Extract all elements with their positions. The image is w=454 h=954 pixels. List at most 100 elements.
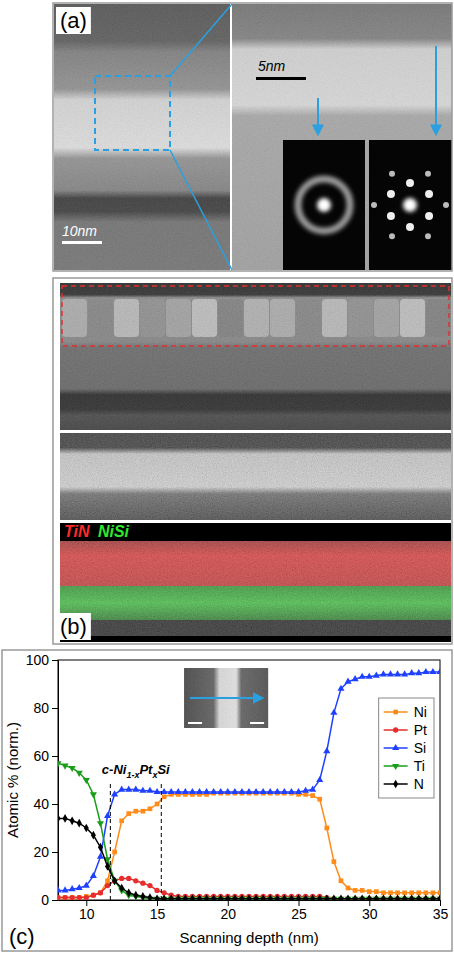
scale-bar [62,241,102,244]
panel-frame [53,278,452,644]
series-marker [91,893,96,898]
zoom-connector [170,4,232,76]
series-marker [147,893,152,900]
series-marker [58,895,60,900]
series-marker [323,747,330,753]
series-marker [105,862,110,871]
series-marker [246,894,251,900]
series-marker [225,894,230,900]
arrow [317,98,319,134]
series-marker [394,670,401,676]
series-marker [360,888,365,893]
y-tick-mark [52,708,58,709]
series-marker [126,811,131,816]
series-marker [183,894,188,900]
inset-arrow [190,697,262,699]
x-tick-label: 25 [291,906,307,922]
series-marker [125,785,132,791]
panel-label: (c) [9,924,35,949]
panel-c: 101520253035020406080100Scanning depth (… [2,650,452,951]
diffraction-spot [387,190,395,198]
series-marker [402,894,407,900]
y-tick: 20 [33,844,58,860]
y-axis: 020406080100 [26,652,59,908]
series-marker [253,788,260,794]
series-marker [58,895,61,900]
series-marker [423,894,428,900]
series-marker [316,776,323,782]
reference-line [110,782,111,900]
series-marker [76,771,83,777]
series-marker [196,788,203,794]
series-marker [352,675,359,681]
panel-label-bg [56,613,91,640]
series-marker [367,889,372,894]
scale-bar [256,77,306,80]
rgb-map-grain [60,541,451,636]
series-marker [126,876,131,881]
x-tick: 25 [291,900,307,922]
panel-label-box: (b) [56,613,91,640]
series-line [58,672,440,890]
legend-label: Pt [414,722,427,738]
series-marker [70,895,75,900]
plot-frame [58,660,440,900]
series-marker [189,788,196,794]
series-marker [58,814,61,823]
series-marker [141,809,146,814]
series-marker [346,886,351,891]
series-marker [324,894,329,900]
series-marker [133,891,138,900]
legend-label: Si [414,740,426,756]
series-marker [133,809,138,814]
y-tick: 80 [33,700,58,716]
legend-label: N [414,776,424,792]
legend-marker [392,764,399,770]
series-marker [289,894,294,900]
series-line [58,818,440,898]
series-marker [105,883,110,888]
zoom-connector [170,150,232,270]
rgb-map [60,523,451,642]
annotation-part: Pt [139,762,153,777]
series-marker [232,894,237,900]
diffraction-spot [317,198,331,212]
series-marker [162,894,167,900]
annotation-part: Si [157,762,170,777]
series-marker [140,881,145,886]
series-marker [224,788,231,794]
inset-scale-bar [250,722,264,724]
series-marker [260,788,267,794]
series-marker [374,889,379,894]
legend-label: Ti [414,758,425,774]
x-axis: 101520253035 [59,900,449,922]
series-marker [84,895,89,900]
roi-box [62,286,449,346]
series-marker [422,668,429,674]
series-marker [408,669,415,675]
series-marker [332,859,337,864]
reference-line [161,782,162,900]
diffraction-inset [369,140,452,270]
panel-frame [2,650,452,951]
legend-marker [392,744,399,750]
series-marker [288,788,295,794]
diffraction-spot [389,171,395,177]
series-marker [367,894,372,900]
diffraction-spot [406,179,414,187]
series-marker [324,826,329,831]
series-marker [63,814,68,823]
series-marker [118,785,125,791]
series-marker [317,894,322,900]
series-marker [395,894,400,900]
y-tick-label: 100 [26,652,50,668]
y-tick-mark [52,852,58,853]
series-marker [346,894,351,900]
arrow [435,46,437,134]
series-marker [140,892,145,900]
x-tick: 15 [150,900,166,922]
legend-box [379,698,434,798]
haadf-grain [60,283,451,430]
tem-zoom-grain [232,4,452,270]
series-marker [111,790,118,796]
